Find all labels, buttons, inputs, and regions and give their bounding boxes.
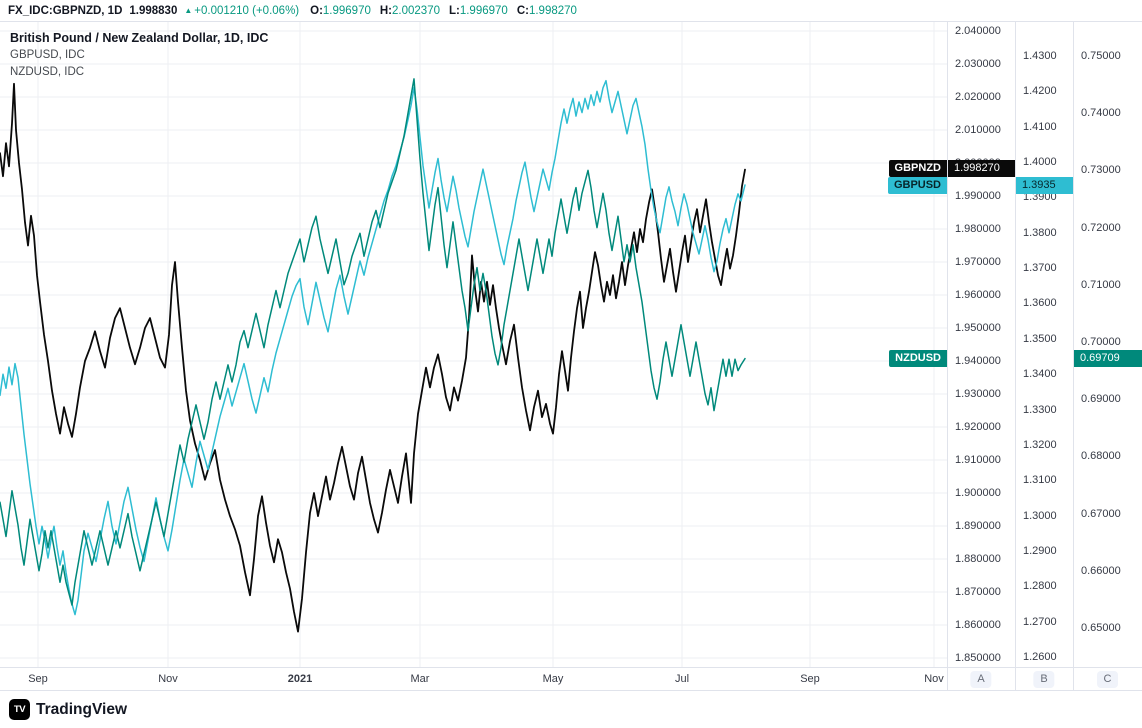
axis-tick-label: 1.3600 bbox=[1023, 297, 1057, 310]
legend-main-series[interactable]: British Pound / New Zealand Dollar, 1D, … bbox=[10, 31, 269, 45]
axis-tick-label: 1.3300 bbox=[1023, 403, 1057, 416]
axis-tick-label: 2.000000 bbox=[955, 157, 1001, 169]
time-tick-label: Mar bbox=[410, 673, 430, 685]
time-tick-label: Nov bbox=[158, 673, 178, 685]
axis-tick-label: 1.960000 bbox=[955, 289, 1001, 301]
axis-tick-label: 1.930000 bbox=[955, 388, 1001, 400]
axis-separator bbox=[1073, 668, 1074, 691]
price-change: ▲ +0.001210 (+0.06%) bbox=[184, 5, 299, 17]
axis-tick-label: 1.3800 bbox=[1023, 226, 1057, 239]
axis-tick-label: 0.70000 bbox=[1081, 336, 1121, 348]
time-tick-label: Jul bbox=[674, 673, 690, 685]
legend-compare-gbpusd[interactable]: GBPUSD, IDC bbox=[10, 49, 85, 61]
axis-tick-label: 1.860000 bbox=[955, 619, 1001, 631]
footer-bar: TV TradingView bbox=[0, 690, 1142, 728]
symbol-title[interactable]: FX_IDC:GBPNZD, 1D bbox=[8, 4, 123, 17]
axis-tick-label: 1.980000 bbox=[955, 223, 1001, 235]
axis-tick-label: 0.68000 bbox=[1081, 450, 1121, 463]
axis-tick-label: 0.65000 bbox=[1081, 622, 1121, 634]
axis-tick-label: 1.3900 bbox=[1023, 191, 1057, 204]
axis-tick-label: 1.3700 bbox=[1023, 262, 1057, 275]
axis-tick-label: 1.3500 bbox=[1023, 332, 1057, 345]
ohlc-close: C:1.998270 bbox=[516, 4, 577, 17]
axis-tick-label: 1.4300 bbox=[1023, 50, 1057, 62]
axis-tick-label: 1.950000 bbox=[955, 322, 1001, 334]
tradingview-logo[interactable]: TV TradingView bbox=[9, 699, 127, 720]
axis-tick-label: 0.71000 bbox=[1081, 278, 1121, 291]
axis-tick-label: 1.2700 bbox=[1023, 615, 1057, 628]
time-tick-label: Nov bbox=[924, 673, 944, 685]
axis-tick-label: 0.66000 bbox=[1081, 564, 1121, 577]
gbpnzd-series-line[interactable] bbox=[0, 82, 746, 633]
axis-tick-label: 1.890000 bbox=[955, 520, 1001, 532]
axis-tick-label: 1.940000 bbox=[955, 355, 1001, 367]
axis-tick-label: 0.74000 bbox=[1081, 107, 1121, 120]
axis-tick-label: 1.870000 bbox=[955, 586, 1001, 598]
scale-button-a[interactable]: A bbox=[970, 671, 992, 688]
axis-tick-label: 1.2600 bbox=[1023, 651, 1057, 663]
axis-tick-label: 1.920000 bbox=[955, 421, 1001, 433]
grid-lines bbox=[0, 22, 947, 667]
axis-tick-label: 2.010000 bbox=[955, 124, 1001, 136]
scale-button-c[interactable]: C bbox=[1096, 671, 1119, 688]
time-axis[interactable]: Sep Nov 2021 Mar May Jul Sep Nov A B C bbox=[0, 667, 1142, 691]
legend-compare-nzdusd[interactable]: NZDUSD, IDC bbox=[10, 66, 85, 78]
scale-button-b[interactable]: B bbox=[1033, 671, 1055, 688]
price-change-text: +0.001210 (+0.06%) bbox=[194, 4, 300, 17]
axis-tick-label: 1.3400 bbox=[1023, 368, 1057, 381]
axis-tick-label: 1.2900 bbox=[1023, 544, 1057, 557]
axis-tick-label: 1.880000 bbox=[955, 553, 1001, 565]
axis-tick-label: 0.75000 bbox=[1081, 50, 1121, 62]
ohlc-values: O:1.996970 H:2.002370 L:1.996970 C:1.998… bbox=[310, 5, 577, 17]
axis-tick-label: 0.72000 bbox=[1081, 221, 1121, 234]
time-tick-label: 2021 bbox=[287, 673, 313, 685]
chart-legend: British Pound / New Zealand Dollar, 1D, … bbox=[10, 30, 268, 81]
time-tick-label: Sep bbox=[800, 673, 820, 685]
axis-tick-label: 1.4200 bbox=[1023, 85, 1057, 98]
axis-separator bbox=[947, 668, 948, 691]
tradingview-logo-icon: TV bbox=[9, 699, 30, 720]
axis-tick-label: 2.040000 bbox=[955, 25, 1001, 37]
ohlc-open: O:1.996970 bbox=[310, 4, 371, 17]
axis-tick-label: 2.020000 bbox=[955, 91, 1001, 103]
axis-tick-label: 1.4100 bbox=[1023, 120, 1057, 133]
tradingview-brand-text: TradingView bbox=[36, 700, 128, 718]
ohlc-low: L:1.996970 bbox=[448, 4, 508, 17]
ohlc-high: H:2.002370 bbox=[379, 4, 440, 17]
chart-canvas[interactable] bbox=[0, 22, 947, 667]
axis-tick-label: 0.69000 bbox=[1081, 393, 1121, 406]
axis-tick-label: 0.67000 bbox=[1081, 507, 1121, 520]
price-axis-gbpusd[interactable]: 1.4300 1.4200 1.4100 1.4000 1.3900 1.3800 1.37… bbox=[1015, 22, 1073, 667]
axis-tick-label: 1.910000 bbox=[955, 454, 1001, 466]
axis-separator bbox=[1015, 668, 1016, 691]
nzdusd-series-line[interactable] bbox=[0, 78, 746, 606]
axis-tick-label: 1.990000 bbox=[955, 190, 1001, 202]
axis-tick-label: 0.73000 bbox=[1081, 164, 1121, 177]
axis-tick-label: 1.2800 bbox=[1023, 580, 1057, 593]
axis-tick-label: 1.3100 bbox=[1023, 474, 1057, 487]
axis-tick-label: 1.3200 bbox=[1023, 438, 1057, 451]
time-tick-label: May bbox=[542, 673, 564, 685]
axis-tick-label: 1.3000 bbox=[1023, 509, 1057, 522]
price-axis-nzdusd[interactable]: 0.75000 0.74000 0.73000 0.72000 0.71000 0.700… bbox=[1073, 22, 1142, 667]
axis-tick-label: 2.030000 bbox=[955, 58, 1001, 70]
gbpusd-series-line[interactable] bbox=[0, 79, 746, 616]
up-arrow-icon: ▲ bbox=[184, 5, 193, 15]
axis-tick-label: 1.970000 bbox=[955, 256, 1001, 268]
chart-area: British Pound / New Zealand Dollar, 1D, … bbox=[0, 22, 1142, 667]
time-tick-label: Sep bbox=[28, 673, 48, 685]
axis-tick-label: 1.4000 bbox=[1023, 156, 1057, 169]
axis-tick-label: 1.850000 bbox=[955, 652, 1001, 664]
axis-tick-label: 1.900000 bbox=[955, 487, 1001, 499]
symbol-info-bar: FX_IDC:GBPNZD, 1D 1.998830 ▲ +0.001210 (+… bbox=[0, 0, 1142, 22]
last-price: 1.998830 bbox=[129, 4, 178, 17]
price-axis-gbpnzd[interactable]: 2.040000 2.030000 2.020000 2.010000 2.000000… bbox=[947, 22, 1015, 667]
